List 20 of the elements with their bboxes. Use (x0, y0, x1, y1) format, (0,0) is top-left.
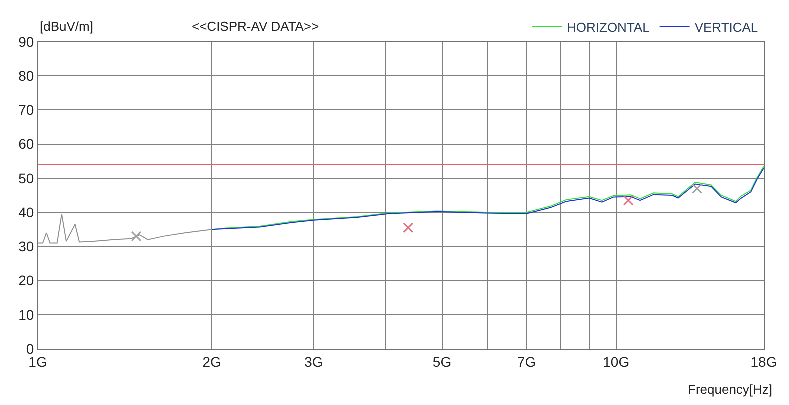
y-tick-label: 70 (18, 102, 34, 118)
y-tick-label: 80 (18, 68, 34, 84)
y-tick-label: 40 (18, 204, 34, 220)
y-tick-label: 50 (18, 170, 34, 186)
y-tick-label: 90 (18, 34, 34, 50)
y-tick-label: 10 (18, 306, 34, 323)
x-tick-label: 10G (603, 354, 630, 370)
x-tick-label: 3G (304, 354, 324, 370)
x-tick-label: 7G (517, 354, 536, 370)
y-axis-title: [dBuV/m] (40, 19, 94, 34)
x-axis-title: Frequency[Hz] (688, 382, 773, 397)
y-tick-label: 60 (18, 136, 34, 152)
legend-label: VERTICAL (694, 20, 758, 36)
y-tick-label: 20 (18, 272, 34, 289)
x-tick-label: 18G (750, 354, 778, 370)
x-tick-label: 5G (432, 354, 452, 370)
x-tick-label: 2G (202, 354, 222, 370)
y-tick-label: 30 (18, 238, 34, 255)
chart-title: <<CISPR-AV DATA>> (192, 19, 320, 34)
legend-label: HORIZONTAL (567, 20, 650, 36)
